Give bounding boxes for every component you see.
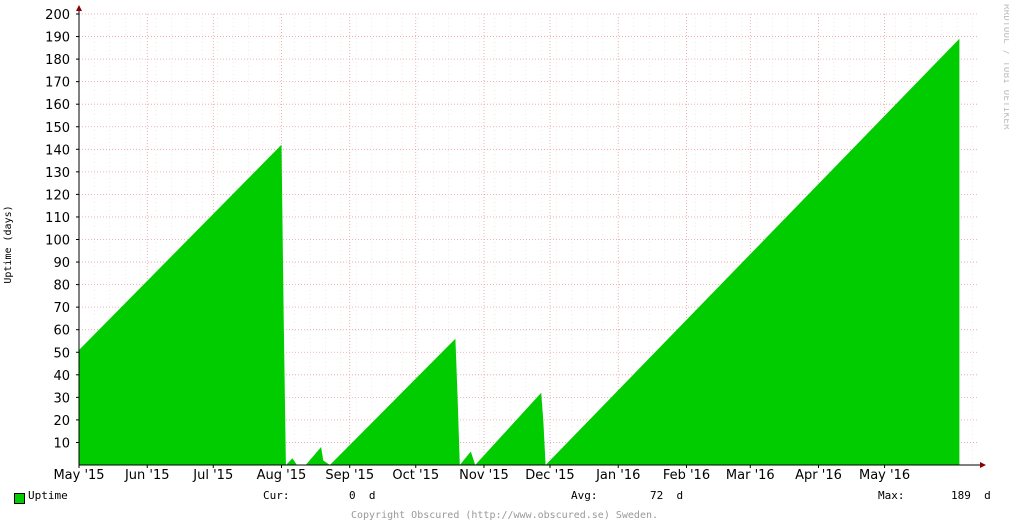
legend-cur-value: 0 d	[349, 489, 376, 502]
x-tick-label: Mar '16	[726, 468, 775, 483]
rrdtool-credit: RRDTOOL / TOBI OETIKER	[1001, 4, 1009, 130]
x-tick-label: May '15	[53, 468, 104, 483]
y-tick-label: 60	[53, 324, 70, 339]
y-tick-label: 190	[45, 31, 70, 46]
y-tick-label: 200	[45, 8, 70, 23]
y-tick-label: 160	[45, 98, 70, 113]
y-tick-label: 10	[53, 436, 70, 451]
x-tick-label: Jun '15	[124, 468, 170, 483]
legend-series-label: Uptime	[28, 489, 68, 502]
y-tick-label: 150	[45, 121, 70, 136]
x-tick-label: Dec '15	[525, 468, 574, 483]
legend-swatch-uptime	[14, 493, 25, 504]
x-tick-label: Oct '15	[392, 468, 439, 483]
x-tick-label: Sep '15	[325, 468, 374, 483]
y-tick-label: 50	[53, 346, 70, 361]
legend-max-label: Max:	[878, 489, 905, 502]
y-tick-label: 40	[53, 369, 70, 384]
y-tick-label: 80	[53, 279, 70, 294]
x-axis-arrow	[980, 462, 986, 468]
y-tick-label: 20	[53, 414, 70, 429]
y-tick-label: 140	[45, 143, 70, 158]
series-area-uptime	[79, 38, 960, 466]
x-tick-label: Nov '15	[459, 468, 509, 483]
legend-max-value: 189 d	[951, 489, 991, 502]
legend-avg-value: 72 d	[650, 489, 684, 502]
x-tick-label: Apr '16	[795, 468, 842, 483]
y-tick-label: 120	[45, 188, 70, 203]
x-tick-label: Jan '16	[595, 468, 640, 483]
y-tick-label: 130	[45, 166, 70, 181]
y-tick-label: 90	[53, 256, 70, 271]
copyright-text: Copyright Obscured (http://www.obscured.…	[350, 510, 659, 521]
x-tick-label: Feb '16	[663, 468, 710, 483]
y-tick-label: 70	[53, 301, 70, 316]
y-tick-label: 30	[53, 391, 70, 406]
y-axis-label: Uptime (days)	[3, 205, 14, 283]
y-tick-label: 100	[45, 234, 70, 249]
x-tick-label: Aug '15	[257, 468, 307, 483]
legend-avg-label: Avg:	[571, 489, 598, 502]
y-tick-label: 110	[45, 211, 70, 226]
x-tick-label: May '16	[859, 468, 910, 483]
x-tick-label: Jul '15	[192, 468, 233, 483]
legend-cur-label: Cur:	[263, 489, 290, 502]
y-tick-label: 170	[45, 76, 70, 91]
y-axis-arrow	[76, 5, 82, 11]
y-tick-label: 180	[45, 53, 70, 68]
